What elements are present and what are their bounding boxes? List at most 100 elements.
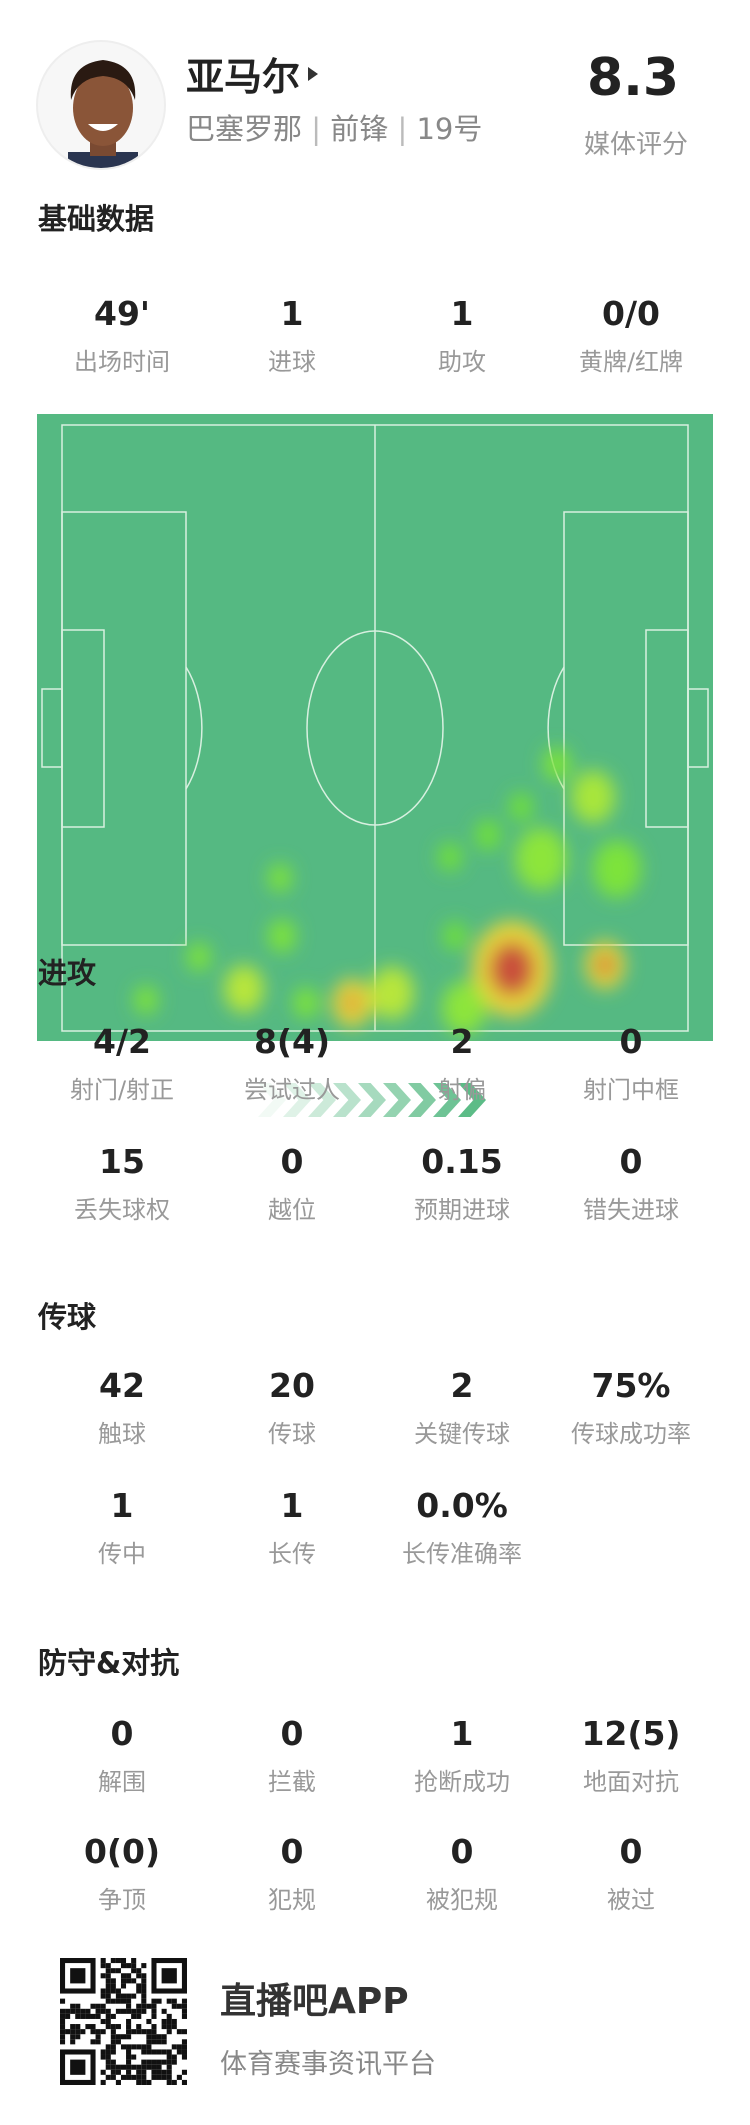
stat-attack: 0 射门中框 xyxy=(541,1022,721,1105)
heat-spot xyxy=(443,921,467,951)
qr-code-icon xyxy=(60,1958,187,2085)
heat-spot xyxy=(187,942,211,972)
heatmap-pitch xyxy=(37,414,713,1041)
stat-label: 传球成功率 xyxy=(571,1420,691,1448)
stat-value: 0 xyxy=(619,1832,643,1871)
stat-value: 0 xyxy=(619,1022,643,1061)
stat-label: 射门中框 xyxy=(583,1076,679,1104)
stat-passing: 0.0% 长传准确率 xyxy=(372,1486,552,1569)
stat-label: 抢断成功 xyxy=(414,1768,510,1796)
stat-label: 传球 xyxy=(268,1420,316,1448)
heat-spot xyxy=(509,792,533,822)
stat-label: 射门/射正 xyxy=(69,1076,175,1104)
stat-attack: 2 射偏 xyxy=(372,1022,552,1105)
player-name: 亚马尔 xyxy=(186,55,301,99)
pitch-lines xyxy=(41,424,709,1032)
player-info: 巴塞罗那 | 前锋 | 19号 xyxy=(186,112,483,146)
stat-defense: 0 犯规 xyxy=(202,1832,382,1915)
heat-spot xyxy=(593,840,641,898)
stat-label: 传中 xyxy=(98,1540,146,1568)
stat-label: 出场时间 xyxy=(74,348,170,376)
stat-value: 0 xyxy=(110,1714,134,1753)
stat-label: 拦截 xyxy=(268,1768,316,1796)
stat-attack: 8(4) 尝试过人 xyxy=(202,1022,382,1105)
stat-basic: 49' 出场时间 xyxy=(32,294,212,377)
team-name: 巴塞罗那 xyxy=(186,112,303,146)
stat-label: 犯规 xyxy=(268,1886,316,1914)
stat-passing: 2 关键传球 xyxy=(372,1366,552,1449)
stat-defense: 0 解围 xyxy=(32,1714,212,1797)
stat-label: 解围 xyxy=(98,1768,146,1796)
player-name-link[interactable]: 亚马尔 xyxy=(186,46,319,101)
stat-value: 1 xyxy=(450,1714,474,1753)
stat-defense: 12(5) 地面对抗 xyxy=(541,1714,721,1797)
stat-label: 关键传球 xyxy=(414,1420,510,1448)
section-title-defense: 防守&对抗 xyxy=(38,1646,180,1680)
stat-value: 4/2 xyxy=(93,1022,151,1061)
stat-value: 1 xyxy=(450,294,474,333)
stat-value: 0 xyxy=(280,1832,304,1871)
heat-spot xyxy=(346,995,358,1011)
stat-label: 助攻 xyxy=(438,348,486,376)
stat-value: 0/0 xyxy=(602,294,660,333)
stat-value: 0(0) xyxy=(83,1832,161,1871)
stat-attack: 0 越位 xyxy=(202,1142,382,1225)
stat-label: 射偏 xyxy=(438,1076,486,1104)
heat-spot xyxy=(268,863,292,893)
stat-value: 42 xyxy=(99,1366,145,1405)
stat-label: 黄牌/红牌 xyxy=(578,348,684,376)
heat-spot xyxy=(442,981,486,1035)
stat-attack: 4/2 射门/射正 xyxy=(32,1022,212,1105)
stat-label: 被过 xyxy=(607,1886,655,1914)
heat-spot xyxy=(475,819,501,851)
heat-spot xyxy=(597,955,613,975)
stat-value: 0 xyxy=(450,1832,474,1871)
stat-label: 预期进球 xyxy=(414,1196,510,1224)
stat-value: 1 xyxy=(110,1486,134,1525)
stat-passing: 20 传球 xyxy=(202,1366,382,1449)
stat-value: 0 xyxy=(619,1142,643,1181)
stat-value: 2 xyxy=(450,1022,474,1061)
app-slogan: 体育赛事资讯平台 xyxy=(220,2049,436,2080)
stat-basic: 1 进球 xyxy=(202,294,382,377)
stat-label: 越位 xyxy=(268,1196,316,1224)
stat-value: 2 xyxy=(450,1366,474,1405)
stat-passing: 1 传中 xyxy=(32,1486,212,1569)
stat-label: 被犯规 xyxy=(426,1886,498,1914)
heat-spot xyxy=(515,827,567,891)
heat-spot xyxy=(293,987,319,1019)
section-title-passing: 传球 xyxy=(38,1300,97,1334)
stat-value: 0.15 xyxy=(421,1142,503,1181)
stat-value: 1 xyxy=(280,294,304,333)
stat-value: 0 xyxy=(280,1142,304,1181)
heat-spot xyxy=(370,966,414,1020)
stat-defense: 0(0) 争顶 xyxy=(32,1832,212,1915)
stat-value: 49' xyxy=(93,294,151,333)
stat-value: 0.0% xyxy=(416,1486,508,1525)
stat-label: 错失进球 xyxy=(583,1196,679,1224)
app-name: 直播吧APP xyxy=(220,1981,409,2022)
heat-spot xyxy=(268,919,296,953)
heat-spot xyxy=(571,770,615,824)
stat-label: 长传准确率 xyxy=(402,1540,522,1568)
stat-basic: 0/0 黄牌/红牌 xyxy=(541,294,721,377)
stat-value: 15 xyxy=(99,1142,145,1181)
heatmap-layer xyxy=(134,747,641,1035)
stat-label: 地面对抗 xyxy=(583,1768,679,1796)
heat-spot xyxy=(490,942,534,996)
stat-label: 丢失球权 xyxy=(74,1196,170,1224)
stat-basic: 1 助攻 xyxy=(372,294,552,377)
stat-attack: 0 错失进球 xyxy=(541,1142,721,1225)
stat-value: 12(5) xyxy=(581,1714,681,1753)
stat-label: 争顶 xyxy=(98,1886,146,1914)
shirt-number: 19号 xyxy=(416,112,483,146)
media-rating: 8.3 xyxy=(586,48,680,108)
heat-spot xyxy=(543,747,571,781)
stat-label: 尝试过人 xyxy=(244,1076,340,1104)
stat-passing: 42 触球 xyxy=(32,1366,212,1449)
stat-defense: 0 被过 xyxy=(541,1832,721,1915)
stat-value: 75% xyxy=(591,1366,671,1405)
heat-spot xyxy=(224,965,264,1013)
stat-defense: 0 被犯规 xyxy=(372,1832,552,1915)
stat-defense: 0 拦截 xyxy=(202,1714,382,1797)
